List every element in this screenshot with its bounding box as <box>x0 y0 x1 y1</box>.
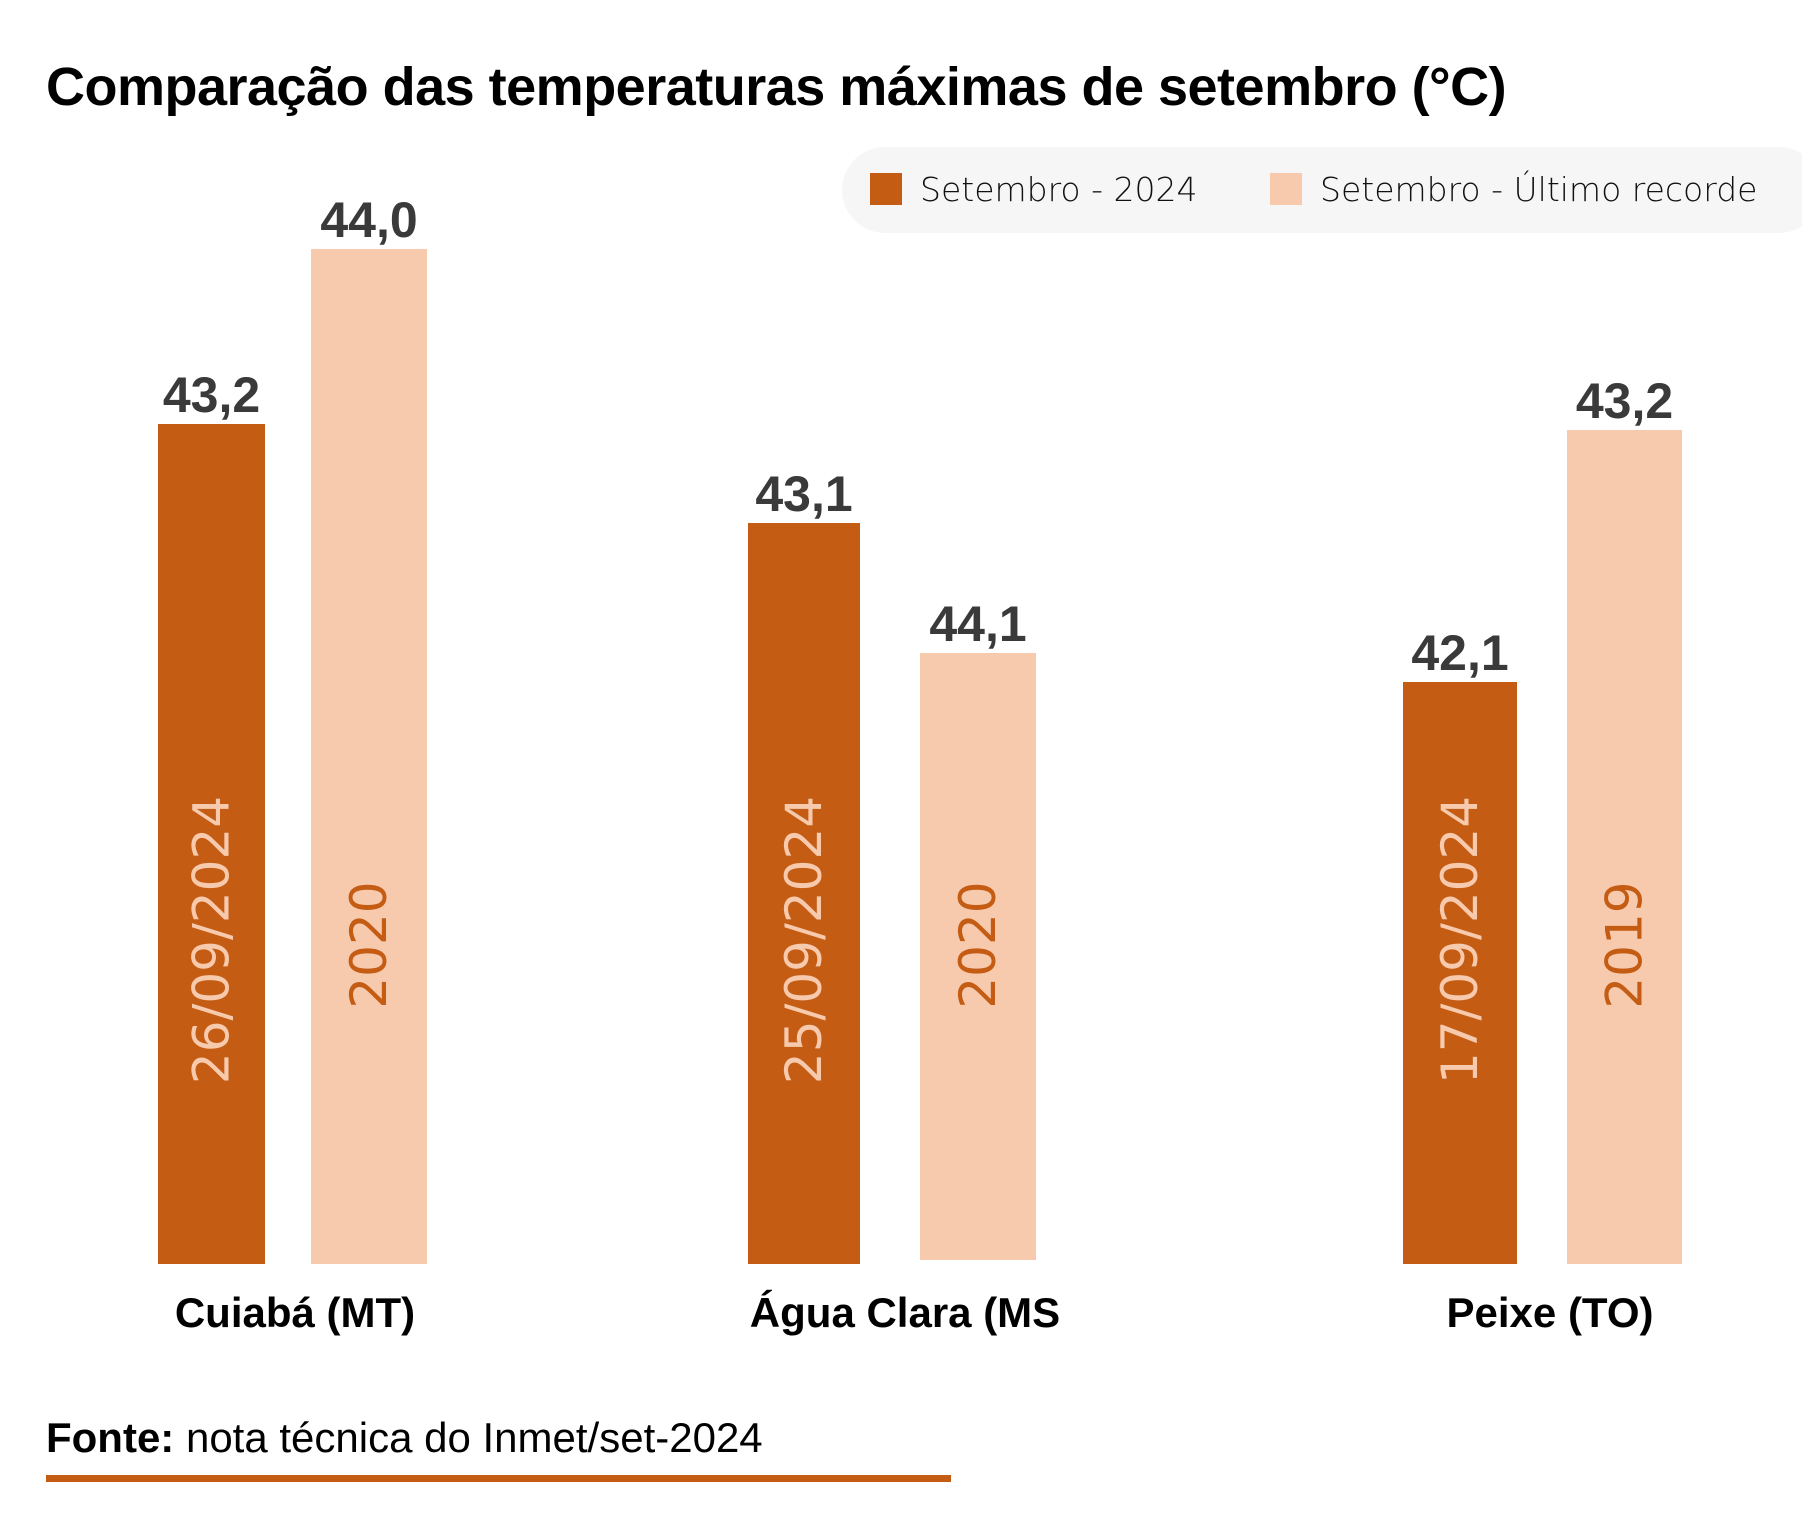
value-label-2024-1: 43,1 <box>755 466 852 522</box>
category-label-2: Peixe (TO) <box>1447 1289 1654 1336</box>
bar-annotation-date-0: 26/09/2024 <box>183 796 241 1084</box>
category-label-0: Cuiabá (MT) <box>175 1289 415 1336</box>
value-label-record-1: 44,1 <box>929 596 1026 652</box>
bar-record-0 <box>311 249 427 1264</box>
source-text: nota técnica do Inmet/set-2024 <box>174 1414 763 1461</box>
bar-annotation-date-2: 17/09/2024 <box>1431 796 1489 1084</box>
legend-swatch-2024 <box>870 173 902 205</box>
value-label-record-2: 43,2 <box>1576 373 1673 429</box>
bar-2024-0 <box>158 424 265 1264</box>
legend: Setembro - 2024 Setembro - Último record… <box>842 147 1802 233</box>
footer-rule <box>46 1475 951 1482</box>
bar-annotation-date-1: 25/09/2024 <box>775 796 833 1084</box>
category-label-1: Água Clara (MS <box>750 1289 1060 1336</box>
bar-annotation-year-0: 2020 <box>340 881 398 1008</box>
bar-annotation-year-2: 2019 <box>1596 881 1654 1008</box>
legend-label-2024: Setembro - 2024 <box>920 169 1198 209</box>
source-label: Fonte: <box>46 1414 175 1461</box>
bar-annotation-year-1: 2020 <box>949 881 1007 1008</box>
bar-2024-2 <box>1403 682 1517 1264</box>
bar-2024-1 <box>748 523 860 1264</box>
bar-record-2 <box>1567 430 1682 1264</box>
value-label-record-0: 44,0 <box>320 192 417 248</box>
value-label-2024-0: 43,2 <box>163 367 260 423</box>
legend-label-record: Setembro - Último recorde <box>1320 169 1758 209</box>
value-label-2024-2: 42,1 <box>1411 625 1508 681</box>
chart-title: Comparação das temperaturas máximas de s… <box>46 57 1507 117</box>
legend-item-2024: Setembro - 2024 <box>870 169 1198 209</box>
source-note: Fonte: nota técnica do Inmet/set-2024 <box>46 1414 763 1462</box>
legend-item-record: Setembro - Último recorde <box>1270 169 1758 209</box>
legend-swatch-record <box>1270 173 1302 205</box>
bar-record-1 <box>920 653 1036 1260</box>
